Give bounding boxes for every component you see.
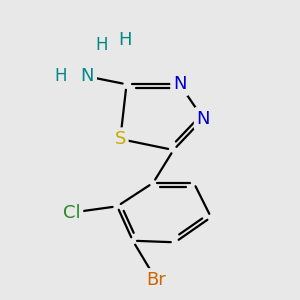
Text: N: N: [81, 68, 94, 85]
Text: N: N: [196, 110, 210, 128]
Text: H: H: [95, 36, 108, 54]
Text: Br: Br: [146, 271, 166, 289]
Text: S: S: [115, 130, 126, 148]
Text: N: N: [173, 75, 187, 93]
Text: H: H: [118, 32, 132, 50]
Text: Cl: Cl: [63, 204, 81, 222]
Text: N: N: [81, 68, 94, 85]
Text: H: H: [55, 68, 67, 85]
